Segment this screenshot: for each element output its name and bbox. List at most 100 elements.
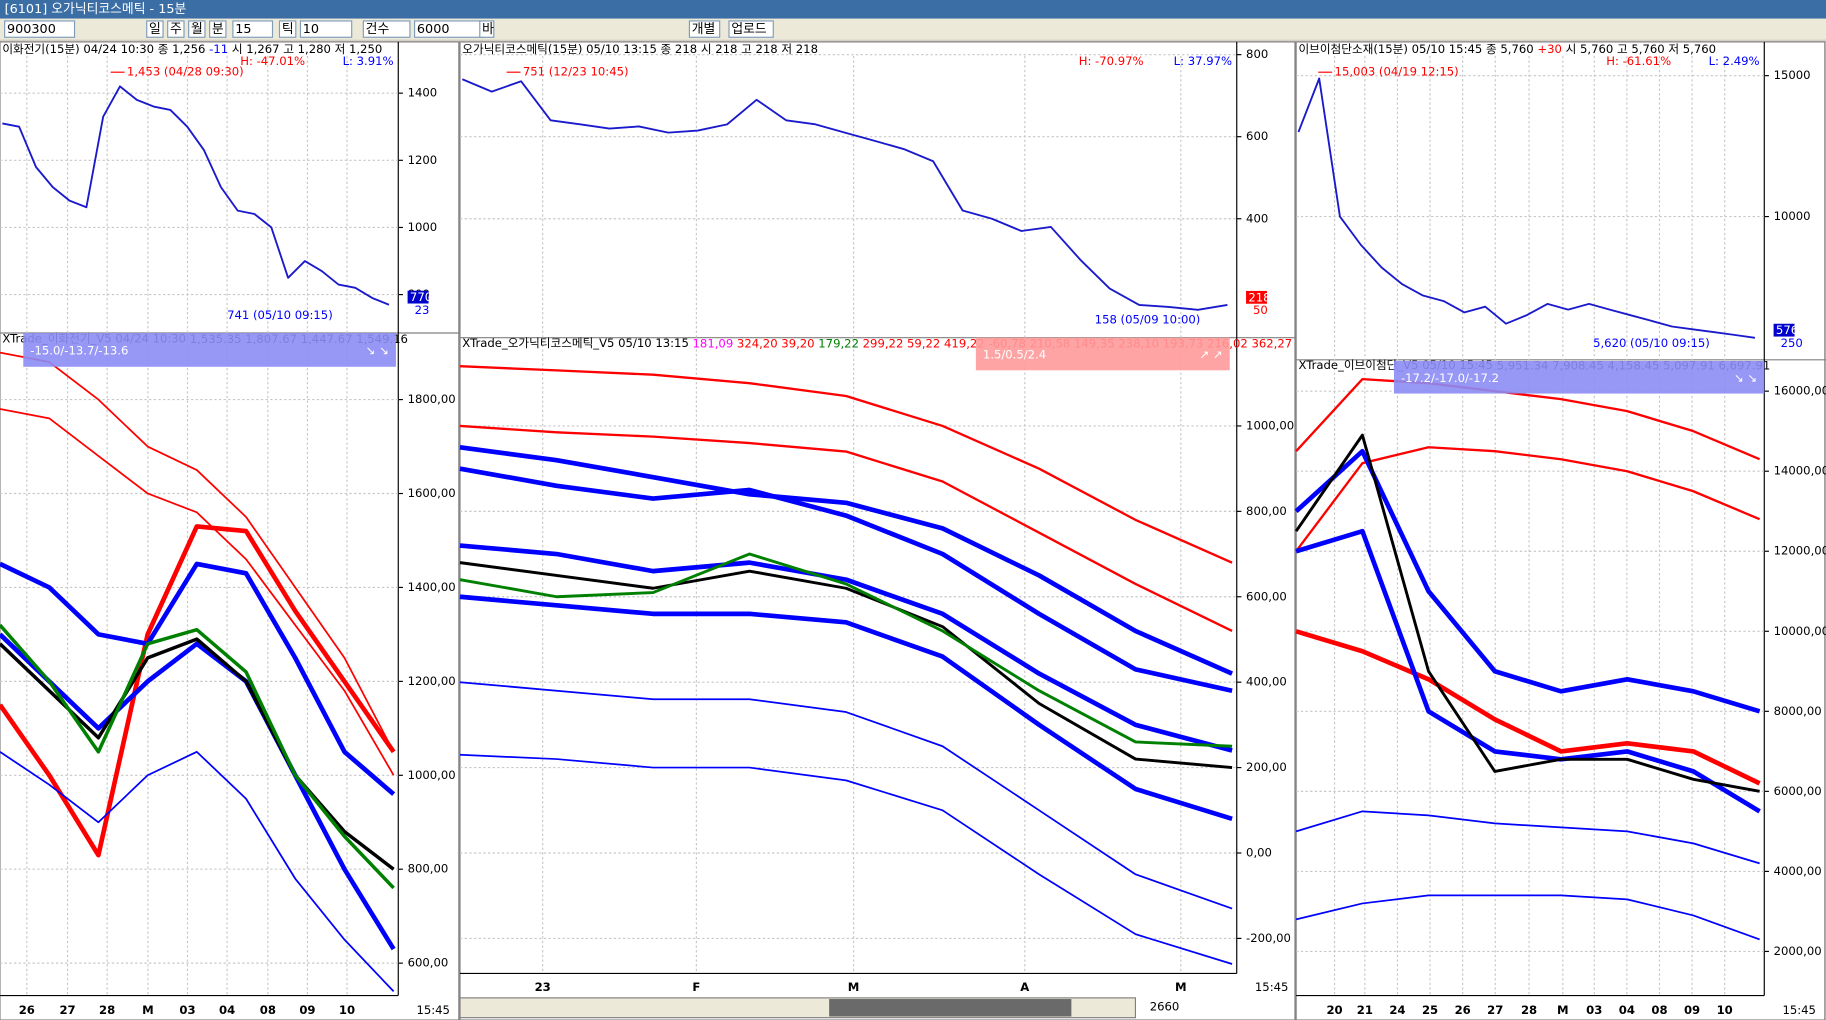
low-label: L: 3.91% [343,54,394,68]
x-tick-label: 24 [1389,1003,1405,1017]
high-label: H: -61.61% [1606,54,1671,68]
data-line [459,466,1233,693]
data-line [1294,433,1760,793]
y-tick-label: 1600,00 [408,486,456,500]
x-tick-label: 10 [339,1003,355,1017]
toolbar-label[interactable]: 개별 [692,22,716,37]
chart-header: 오가닉티코스메틱(15분) 05/10 13:15 종 218 시 218 고 … [462,41,818,55]
toolbar-control[interactable] [278,20,297,38]
toolbar-label[interactable]: 주 [170,22,182,37]
x-tick-label: 27 [59,1003,75,1017]
y-tick-label: 200,00 [1246,760,1287,774]
header-part: 이브이첨단소재(15분) 05/10 15:45 종 5,760 [1298,41,1533,55]
toolbar-control[interactable] [146,20,164,38]
data-line [461,78,1228,311]
reading: 39,20 [778,336,815,350]
toolbar-control[interactable] [688,20,721,38]
reading: 362,27 [1248,336,1292,350]
min-label: 158 (05/09 10:00) [1095,313,1201,327]
data-line [459,445,1234,676]
y-tick-label: 400,00 [1246,675,1287,689]
y-tick-label: 4000,00 [1774,864,1822,878]
toolbar-label[interactable]: 틱 [282,22,294,37]
toolbar-label[interactable]: 업로드 [731,22,767,37]
toolbar [0,18,1826,40]
reading: 324,20 [733,336,777,350]
x-tick-label: 04 [219,1003,235,1017]
y-tick-label: 1200,00 [408,674,456,688]
y-tick-label: 8000,00 [1774,704,1822,718]
toolbar-control[interactable] [188,20,206,38]
toolbar-label[interactable]: 6000 [417,22,450,37]
toolbar-control[interactable] [232,20,274,38]
reading: 181,09 [689,336,733,350]
signal-text: -17.2/-17.0/-17.2 [1401,371,1499,385]
x-tick-label: 09 [1684,1003,1700,1017]
data-line [0,561,396,796]
signal-banner [23,333,396,367]
time-label: 15:45 [1255,980,1289,994]
last-price-box [1773,323,1795,337]
low-label: L: 2.49% [1709,54,1760,68]
toolbar-control[interactable] [728,20,774,38]
signal-arrows: ↗ ↗ [1200,348,1223,362]
toolbar-label[interactable]: 분 [212,22,224,37]
max-label: 15,003 (04/19 12:15) [1335,65,1459,79]
toolbar-control[interactable] [299,20,353,38]
high-label: H: -47.01% [240,54,305,68]
last-price-box [407,290,429,304]
data-line [1295,894,1760,941]
toolbar-control[interactable] [4,20,76,38]
toolbar-label[interactable]: 월 [191,22,203,37]
title-bar [0,0,1826,19]
y-tick-label: 10000 [1774,209,1811,223]
x-tick-label: 26 [1455,1003,1471,1017]
toolbar-label[interactable]: 10 [303,22,319,37]
x-tick-label: M [848,980,860,994]
y-tick-label: 600 [1246,129,1268,143]
header-part: +30 [1534,41,1562,55]
chart-header: 이화전기(15분) 04/24 10:30 종 1,256 -11 시 1,26… [2,41,382,55]
toolbar-label[interactable]: 15 [235,22,251,37]
toolbar-label[interactable]: 일 [149,22,161,37]
last-change: 23 [415,303,430,317]
reading: 419,22 [940,336,984,350]
data-line [459,543,1233,753]
data-line [0,408,395,776]
x-tick-label: 10 [1717,1003,1733,1017]
min-label: 5,620 (05/10 09:15) [1593,336,1710,350]
x-tick-label: F [692,980,700,994]
toolbar-control[interactable] [479,20,495,38]
x-tick-label: 08 [1651,1003,1667,1017]
x-tick-label: 28 [1521,1003,1537,1017]
x-tick-label: 25 [1422,1003,1438,1017]
max-label: 751 (12/23 10:45) [523,65,629,79]
data-line [0,623,395,890]
y-tick-label: 800,00 [408,862,449,876]
toolbar-label[interactable]: 바 [482,22,494,37]
window-title: [6101] 오가닉티코스메틱 - 15분 [5,2,187,17]
scroll-thumb[interactable] [829,999,1072,1017]
time-label: 15:45 [1782,1003,1816,1017]
toolbar-label[interactable]: 건수 [366,22,390,37]
last-change: 50 [1253,303,1268,317]
y-tick-label: 1200 [408,153,438,167]
header-part: 이화전기(15분) 04/24 10:30 종 1,256 [2,41,205,55]
chart-header: 이브이첨단소재(15분) 05/10 15:45 종 5,760 +30 시 5… [1298,41,1716,55]
toolbar-control[interactable] [362,20,411,38]
data-line [0,351,395,753]
y-tick-label: 600,00 [408,956,449,970]
high-label: H: -70.97% [1079,54,1144,68]
data-line [459,365,1233,564]
toolbar-control[interactable] [167,20,185,38]
data-line [1295,446,1761,552]
y-tick-label: 800 [1246,47,1268,61]
toolbar-control[interactable] [209,20,227,38]
x-tick-label: A [1020,980,1029,994]
low-label: L: 37.97% [1174,54,1232,68]
signal-text: 1.5/0.5/2.4 [983,348,1046,362]
reading: 59,22 [903,336,940,350]
toolbar-label[interactable]: 900300 [7,22,56,37]
x-tick-label: 20 [1326,1003,1342,1017]
